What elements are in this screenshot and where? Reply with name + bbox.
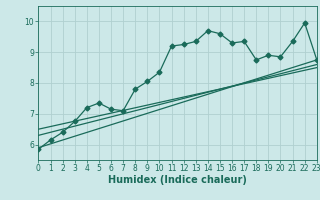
X-axis label: Humidex (Indice chaleur): Humidex (Indice chaleur) <box>108 175 247 185</box>
